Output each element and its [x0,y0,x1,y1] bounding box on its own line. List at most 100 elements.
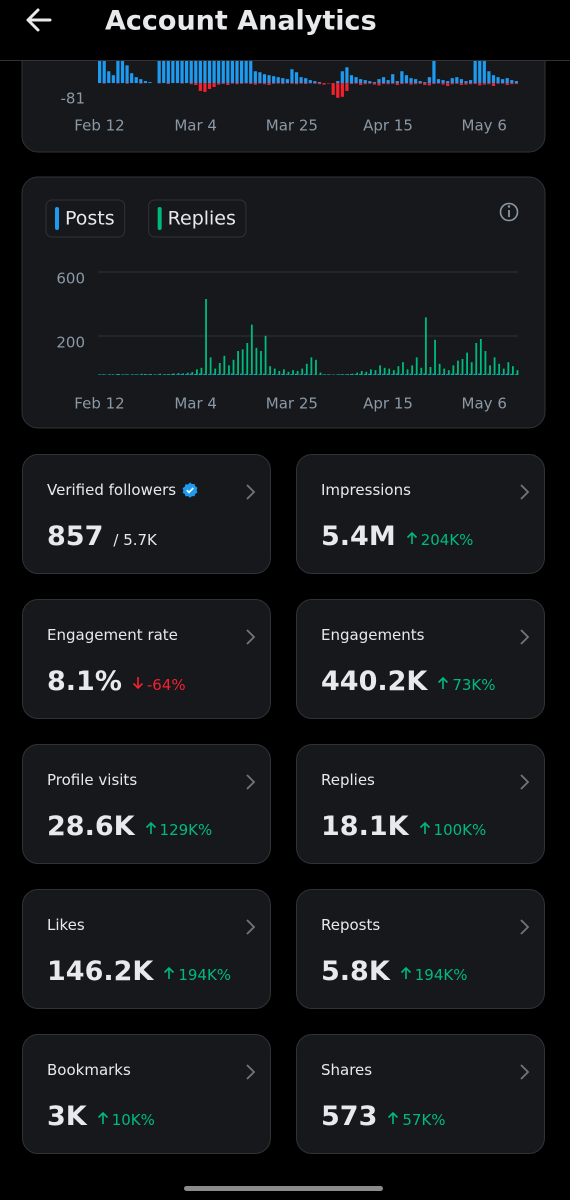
legend-swatch [55,207,59,230]
bar [363,83,367,85]
bar [400,71,404,84]
bar [136,374,139,375]
bar [195,369,198,375]
bar [250,324,253,375]
bar [214,368,217,375]
bar [285,79,289,84]
stat-card[interactable]: Impressions 5.4M 204K% [296,454,545,574]
bar [262,373,265,375]
bar [276,77,280,84]
bar [177,373,180,375]
stat-label-text: Bookmarks [47,1061,131,1079]
bar [235,83,239,85]
bar [317,82,322,84]
trend-arrow [97,1111,108,1124]
bar [461,359,464,375]
stat-card[interactable]: Engagements 440.2K 73K% [296,599,545,719]
bar [336,83,340,98]
bar [345,83,349,91]
stat-row: 857 / 5.7K [47,521,157,552]
stat-card[interactable]: Verified followers 857 / 5.7K [22,454,271,574]
bar [301,368,304,375]
bar [287,371,290,375]
bar [218,363,221,375]
bar [392,370,395,375]
stat-card[interactable]: Bookmarks 3K 10K% [22,1034,271,1154]
stat-card[interactable]: Engagement rate 8.1% -64% [22,599,271,719]
bar [377,83,381,86]
legend-item[interactable] [148,199,247,238]
bar [482,83,486,85]
bar [327,83,331,84]
bar [464,83,468,85]
bar [478,47,482,84]
stat-row: 146.2K 194K% [47,956,231,987]
stat-card[interactable]: Shares 573 57K% [296,1034,545,1154]
bar [328,374,331,375]
info-icon[interactable] [499,202,519,222]
bar [496,373,499,375]
bar [420,367,423,375]
bar [299,77,303,84]
bar [230,83,235,84]
trend-arrow [438,676,449,689]
bar [185,49,189,84]
bar [418,83,422,84]
bar [372,82,376,84]
bar [139,83,143,84]
bar [305,363,308,375]
bar [198,373,201,375]
stat-label: Engagement rate [47,626,178,644]
stat-label: Profile visits [47,771,137,789]
bar [470,362,473,375]
bar [360,371,363,375]
bar [175,374,178,375]
bar [319,372,322,375]
bar [404,83,409,84]
bar [122,374,125,375]
bar [427,83,431,86]
bar [510,83,514,85]
stat-row: 18.1K 100K% [321,811,486,842]
bar [372,374,375,375]
bar [166,374,169,375]
stat-value: 440.2K [321,666,428,697]
bar [267,75,271,84]
bar [217,374,219,375]
bar [505,78,509,84]
bar [125,374,128,375]
bar [118,374,120,375]
bar [207,374,210,375]
bar [342,374,345,375]
stat-value: 573 [321,1101,378,1132]
bar [446,83,450,87]
bar [336,81,340,84]
bar [363,374,366,375]
chevron [520,919,530,935]
bar [162,39,166,84]
bar [269,366,272,375]
bar [249,83,253,85]
stat-card[interactable]: Likes 146.2K 194K% [22,889,271,1009]
bar [418,373,421,375]
bar [404,374,407,375]
stat-label: Replies [321,771,375,789]
bar [487,83,491,85]
bar [468,80,473,84]
stat-card[interactable]: Reposts 5.8K 194K% [296,889,545,1009]
bar [491,75,496,84]
bar [391,374,393,375]
bar [491,83,496,87]
legend-item[interactable] [45,199,126,238]
stat-card[interactable]: Profile visits 28.6K 129K% [22,744,271,864]
bar [143,81,147,84]
bar [253,83,257,85]
back-button[interactable] [26,8,52,32]
bar [171,373,174,375]
bar [475,343,478,375]
bar [102,83,106,84]
bar [379,365,381,375]
stat-value: 8.1% [47,666,122,697]
stat-card[interactable]: Replies 18.1K 100K% [296,744,545,864]
